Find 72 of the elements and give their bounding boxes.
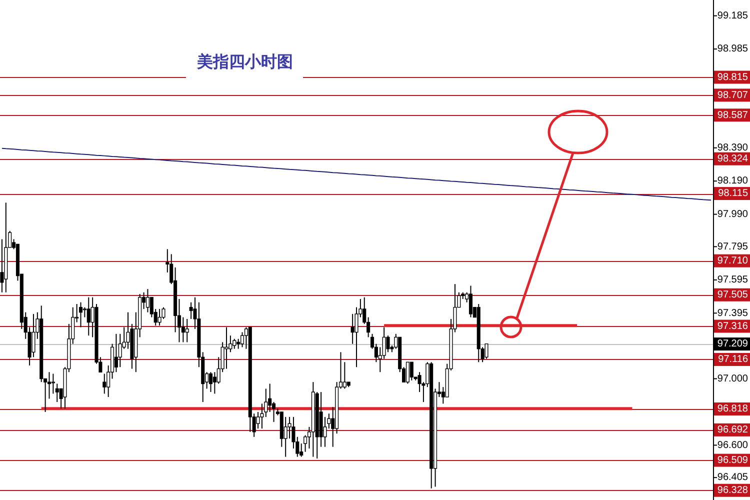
candlestick bbox=[32, 313, 36, 358]
candlestick bbox=[86, 296, 90, 336]
candlestick bbox=[410, 362, 414, 381]
y-tick-label: 97.395 bbox=[717, 308, 748, 319]
candlestick bbox=[78, 302, 83, 328]
ref-line-label: 98.115 bbox=[718, 188, 748, 200]
ref-line-label: 97.505 bbox=[717, 289, 748, 300]
ref-line-label: 98.707 bbox=[717, 90, 748, 101]
y-tick-label: 97.990 bbox=[717, 208, 748, 220]
candlestick bbox=[342, 362, 346, 390]
y-tick-label: 97.000 bbox=[717, 373, 748, 384]
y-tick-label: 98.390 bbox=[717, 142, 748, 154]
candlestick bbox=[142, 292, 146, 310]
ref-line-label: 97.316 bbox=[717, 320, 748, 332]
candlestick bbox=[437, 382, 441, 398]
candlestick bbox=[82, 306, 86, 318]
ref-line-label: 96.818 bbox=[717, 404, 748, 415]
candlestick bbox=[146, 288, 150, 313]
candlestick bbox=[236, 338, 240, 350]
candlestick bbox=[386, 335, 390, 353]
candlestick bbox=[394, 333, 398, 350]
ref-line-label: 98.815 bbox=[717, 72, 748, 83]
ref-line-label: 97.710 bbox=[717, 255, 748, 266]
y-tick-label: 97.795 bbox=[717, 241, 748, 252]
candlestick bbox=[158, 308, 162, 326]
candlestick bbox=[480, 346, 484, 363]
candlestick bbox=[185, 318, 189, 343]
candlestick bbox=[232, 338, 236, 350]
y-tick-label: 98.985 bbox=[717, 44, 748, 55]
candlestick bbox=[12, 238, 16, 250]
y-tick-label: 98.190 bbox=[717, 176, 748, 187]
ref-line-label: 98.324 bbox=[717, 153, 748, 164]
candlestick bbox=[75, 303, 79, 323]
candlestick bbox=[55, 383, 59, 402]
y-tick-label: 96.405 bbox=[717, 472, 748, 484]
candlestick bbox=[102, 373, 106, 394]
candlestick bbox=[212, 372, 216, 394]
y-tick-label: 99.185 bbox=[717, 10, 748, 22]
candlestick bbox=[126, 312, 130, 350]
candlestick bbox=[331, 406, 335, 448]
candlestick bbox=[484, 343, 488, 360]
candlestick bbox=[181, 316, 185, 343]
ref-line-label: 97.116 bbox=[718, 354, 748, 366]
candlestick bbox=[441, 386, 445, 404]
y-tick-label: 97.595 bbox=[717, 274, 748, 286]
y-tick-label: 96.600 bbox=[717, 440, 748, 451]
candlestick bbox=[362, 296, 366, 324]
candlestick bbox=[51, 373, 55, 394]
candlestick bbox=[205, 372, 209, 390]
candlestick bbox=[468, 285, 473, 318]
candlestick bbox=[154, 308, 158, 326]
candlestick bbox=[208, 372, 213, 393]
ref-line-label: 98.587 bbox=[717, 110, 748, 121]
candlestick bbox=[90, 296, 94, 338]
candlestick bbox=[350, 313, 354, 344]
ref-line-label: 96.692 bbox=[717, 424, 748, 436]
candlestick bbox=[284, 416, 288, 458]
candlestick bbox=[252, 413, 256, 438]
candlestick bbox=[224, 326, 228, 370]
candlestick bbox=[292, 416, 296, 450]
candlestick bbox=[166, 248, 170, 273]
ref-line-label: 96.328 bbox=[717, 485, 748, 496]
candlestick bbox=[106, 364, 110, 398]
candlestick bbox=[114, 333, 118, 373]
candlestick bbox=[323, 416, 327, 448]
ref-line-label: 96.509 bbox=[717, 454, 748, 466]
candlestick bbox=[260, 403, 264, 430]
candlestick bbox=[382, 326, 386, 360]
candlestick bbox=[0, 238, 4, 293]
candlestick bbox=[465, 292, 469, 303]
ref-line-label: 97.209 bbox=[717, 338, 748, 350]
candlestick bbox=[244, 326, 248, 350]
